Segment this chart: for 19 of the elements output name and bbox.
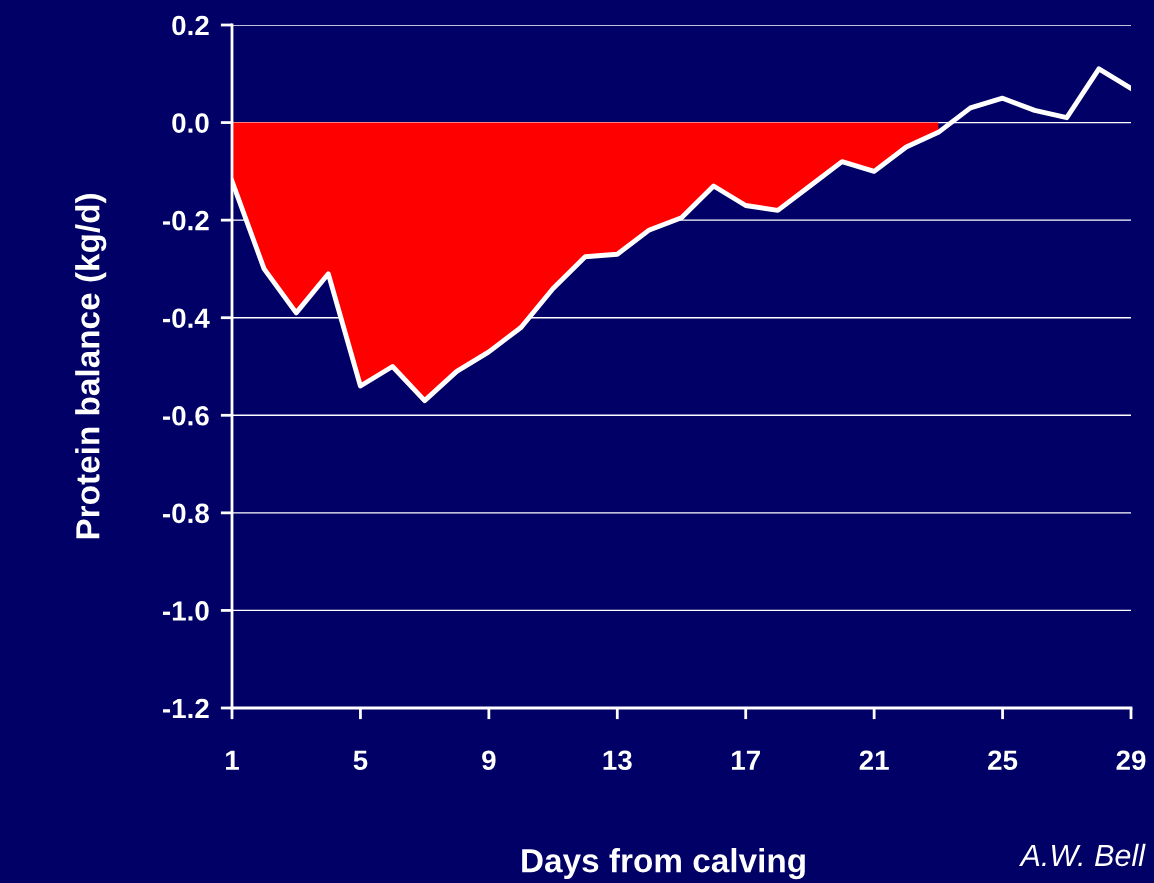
x-axis-title: Days from calving	[522, 848, 805, 880]
x-tick-label: 1	[226, 750, 239, 770]
y-tick-label: -0.6	[163, 405, 209, 426]
text: A.W. Bell	[1019, 843, 1146, 867]
x-tick-label: 25	[988, 750, 1018, 771]
y-tick-label: -0.2	[163, 210, 209, 231]
x-tick-label: 17	[732, 750, 760, 770]
y-tick-label: -1.2	[163, 698, 209, 719]
x-tick-label: 9	[482, 750, 496, 771]
y-tick-label: -0.8	[163, 503, 209, 524]
y-tick-label: 0.0	[172, 113, 209, 133]
y-tick-label: -1.0	[163, 601, 209, 621]
x-tick-label: 13	[603, 750, 632, 771]
y-axis-title: Protein balance (kg/d)	[75, 194, 107, 539]
x-tick-label: 5	[353, 750, 368, 771]
y-tick-label: -0.4	[163, 308, 210, 329]
y-tick-label: 0.2	[172, 15, 209, 36]
x-tick-label: 29	[1116, 750, 1146, 771]
x-tick-label: 21	[859, 750, 889, 770]
